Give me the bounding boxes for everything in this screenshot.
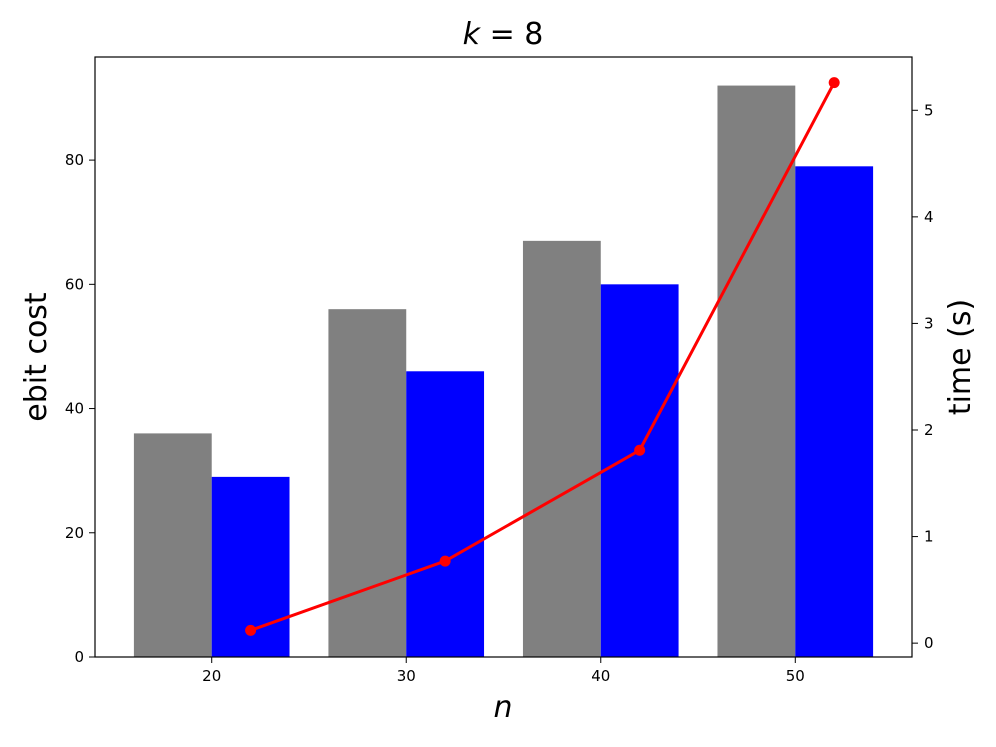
y-right-tick-label-2: 2 (924, 421, 934, 439)
chart-title-symbol: k (463, 17, 482, 52)
y-left-tick-label-60: 60 (65, 275, 84, 293)
chart-title: k = 8 (463, 17, 544, 52)
y-left-axis-ticks: 0 20 40 60 80 (65, 151, 95, 666)
y-right-axis-ticks: 0 1 2 3 4 5 (912, 101, 934, 652)
y-right-tick-label-1: 1 (924, 528, 934, 546)
y-right-tick-label-5: 5 (924, 101, 934, 119)
plot-frame (94, 56, 913, 658)
y-left-axis-label: ebit cost (19, 292, 54, 422)
y-left-tick-label-80: 80 (65, 151, 84, 169)
bar-series0-30 (328, 309, 407, 657)
y-right-tick-label-0: 0 (924, 634, 934, 652)
time-point-42 (634, 444, 646, 456)
bar-series0-40 (522, 240, 601, 657)
bar-series1-40 (600, 284, 679, 657)
y-right-tick-label-3: 3 (924, 314, 934, 332)
bar-series1-30 (406, 371, 485, 657)
y-left-tick-label-0: 0 (74, 648, 84, 666)
y-right-axis-label: time (s) (943, 299, 978, 415)
time-line (250, 81, 836, 632)
time-point-22 (245, 624, 257, 636)
bar-series0-20 (133, 433, 212, 657)
x-axis-ticks: 20 30 40 50 (202, 657, 805, 685)
y-left-tick-label-20: 20 (65, 524, 84, 542)
chart-title-value: = 8 (480, 17, 543, 52)
x-tick-label-50: 50 (786, 667, 805, 685)
x-tick-label-40: 40 (591, 667, 610, 685)
x-tick-label-20: 20 (202, 667, 221, 685)
bar-series1-50 (795, 166, 874, 657)
x-tick-label-30: 30 (397, 667, 416, 685)
y-right-tick-label-4: 4 (924, 208, 934, 226)
time-point-32 (439, 555, 451, 567)
bars-layer (133, 85, 874, 658)
line-layer (245, 77, 840, 636)
y-left-tick-label-40: 40 (65, 400, 84, 418)
time-point-52 (828, 77, 840, 89)
bar-series0-50 (717, 85, 796, 658)
x-axis-label: n (493, 690, 512, 725)
